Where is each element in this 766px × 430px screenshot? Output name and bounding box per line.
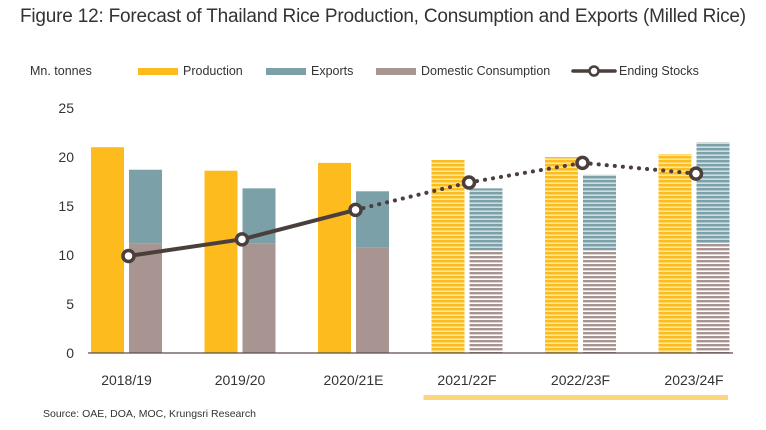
x-tick-label: 2019/20 <box>215 372 266 388</box>
ending-stocks-line <box>121 155 704 264</box>
legend-item-ending-stocks: Ending Stocks <box>571 64 699 78</box>
bar-exports <box>696 142 730 244</box>
ending-stocks-segment-forecast <box>580 160 698 176</box>
ending-stocks-point <box>575 155 590 171</box>
x-axis-ticks: 2018/19 2019/20 2020/21E 2021/22F 2022/23F 20… <box>101 372 723 388</box>
bar-domestic-consumption <box>583 250 616 353</box>
category-group-2022-23F <box>545 157 616 353</box>
y-axis-unit-label: Mn. tonnes <box>30 64 92 78</box>
bar-production <box>545 157 578 353</box>
ending-stocks-point <box>234 232 250 247</box>
legend-swatch-exports <box>266 67 306 75</box>
x-tick-label: 2022/23F <box>551 372 610 388</box>
bar-domestic-consumption <box>129 243 162 353</box>
bar-exports <box>469 188 503 251</box>
y-tick-label: 15 <box>58 198 74 214</box>
x-tick-label: 2021/22F <box>437 372 496 388</box>
bars <box>91 142 730 353</box>
legend-label-production: Production <box>183 64 243 78</box>
bar-production <box>431 159 465 353</box>
legend-swatch-production <box>138 67 178 75</box>
y-tick-label: 25 <box>58 100 74 116</box>
bar-domestic-consumption <box>356 247 389 353</box>
bar-domestic-consumption <box>242 243 276 353</box>
category-group-2021-22F <box>431 159 503 353</box>
bar-production <box>318 162 351 353</box>
category-group-2019-20 <box>204 170 276 353</box>
ending-stocks-segment-actual <box>126 237 244 258</box>
legend-item-exports: Exports <box>266 64 353 78</box>
legend-line-marker-ending-stocks-icon <box>571 65 617 77</box>
y-tick-label: 5 <box>66 296 74 312</box>
legend-label-exports: Exports <box>311 64 354 78</box>
category-group-2023-24F <box>658 142 730 353</box>
category-group-2020-21E <box>318 162 389 353</box>
ending-stocks-segment-forecast <box>467 160 585 185</box>
bar-production <box>91 147 124 353</box>
legend-item-domestic-consumption: Domestic Consumption <box>376 64 550 78</box>
legend-label-ending-stocks: Ending Stocks <box>619 64 699 78</box>
legend-swatch-domestic-consumption <box>376 67 416 75</box>
ending-stocks-point <box>348 202 363 218</box>
x-tick-label: 2018/19 <box>101 372 152 388</box>
bar-production <box>658 154 692 353</box>
ending-stocks-point <box>121 248 136 264</box>
y-tick-label: 0 <box>66 345 74 361</box>
bar-exports <box>356 191 389 248</box>
bar-exports <box>583 174 616 251</box>
bar-domestic-consumption <box>696 243 730 353</box>
bar-production <box>204 170 238 353</box>
ending-stocks-segment-actual <box>240 207 358 242</box>
x-tick-label: 2020/21E <box>324 372 384 388</box>
y-tick-label: 20 <box>58 149 74 165</box>
legend-label-domestic-consumption: Domestic Consumption <box>421 64 551 78</box>
figure-title: Figure 12: Forecast of Thailand Rice Pro… <box>20 6 746 27</box>
legend-item-production: Production <box>138 64 243 78</box>
source-note: Source: OAE, DOA, MOC, Krungsri Research <box>43 408 256 420</box>
category-group-2018-19 <box>91 147 162 353</box>
bar-domestic-consumption <box>469 250 503 353</box>
x-tick-label: 2023/24F <box>664 372 723 388</box>
y-tick-label: 10 <box>58 247 74 263</box>
forecast-period-indicator <box>423 395 728 400</box>
bar-exports <box>129 169 162 244</box>
ending-stocks-point <box>461 175 477 190</box>
ending-stocks-point <box>688 166 704 181</box>
ending-stocks-segment-forecast <box>353 180 471 212</box>
y-axis-ticks: 0 5 10 15 20 25 <box>58 100 74 361</box>
